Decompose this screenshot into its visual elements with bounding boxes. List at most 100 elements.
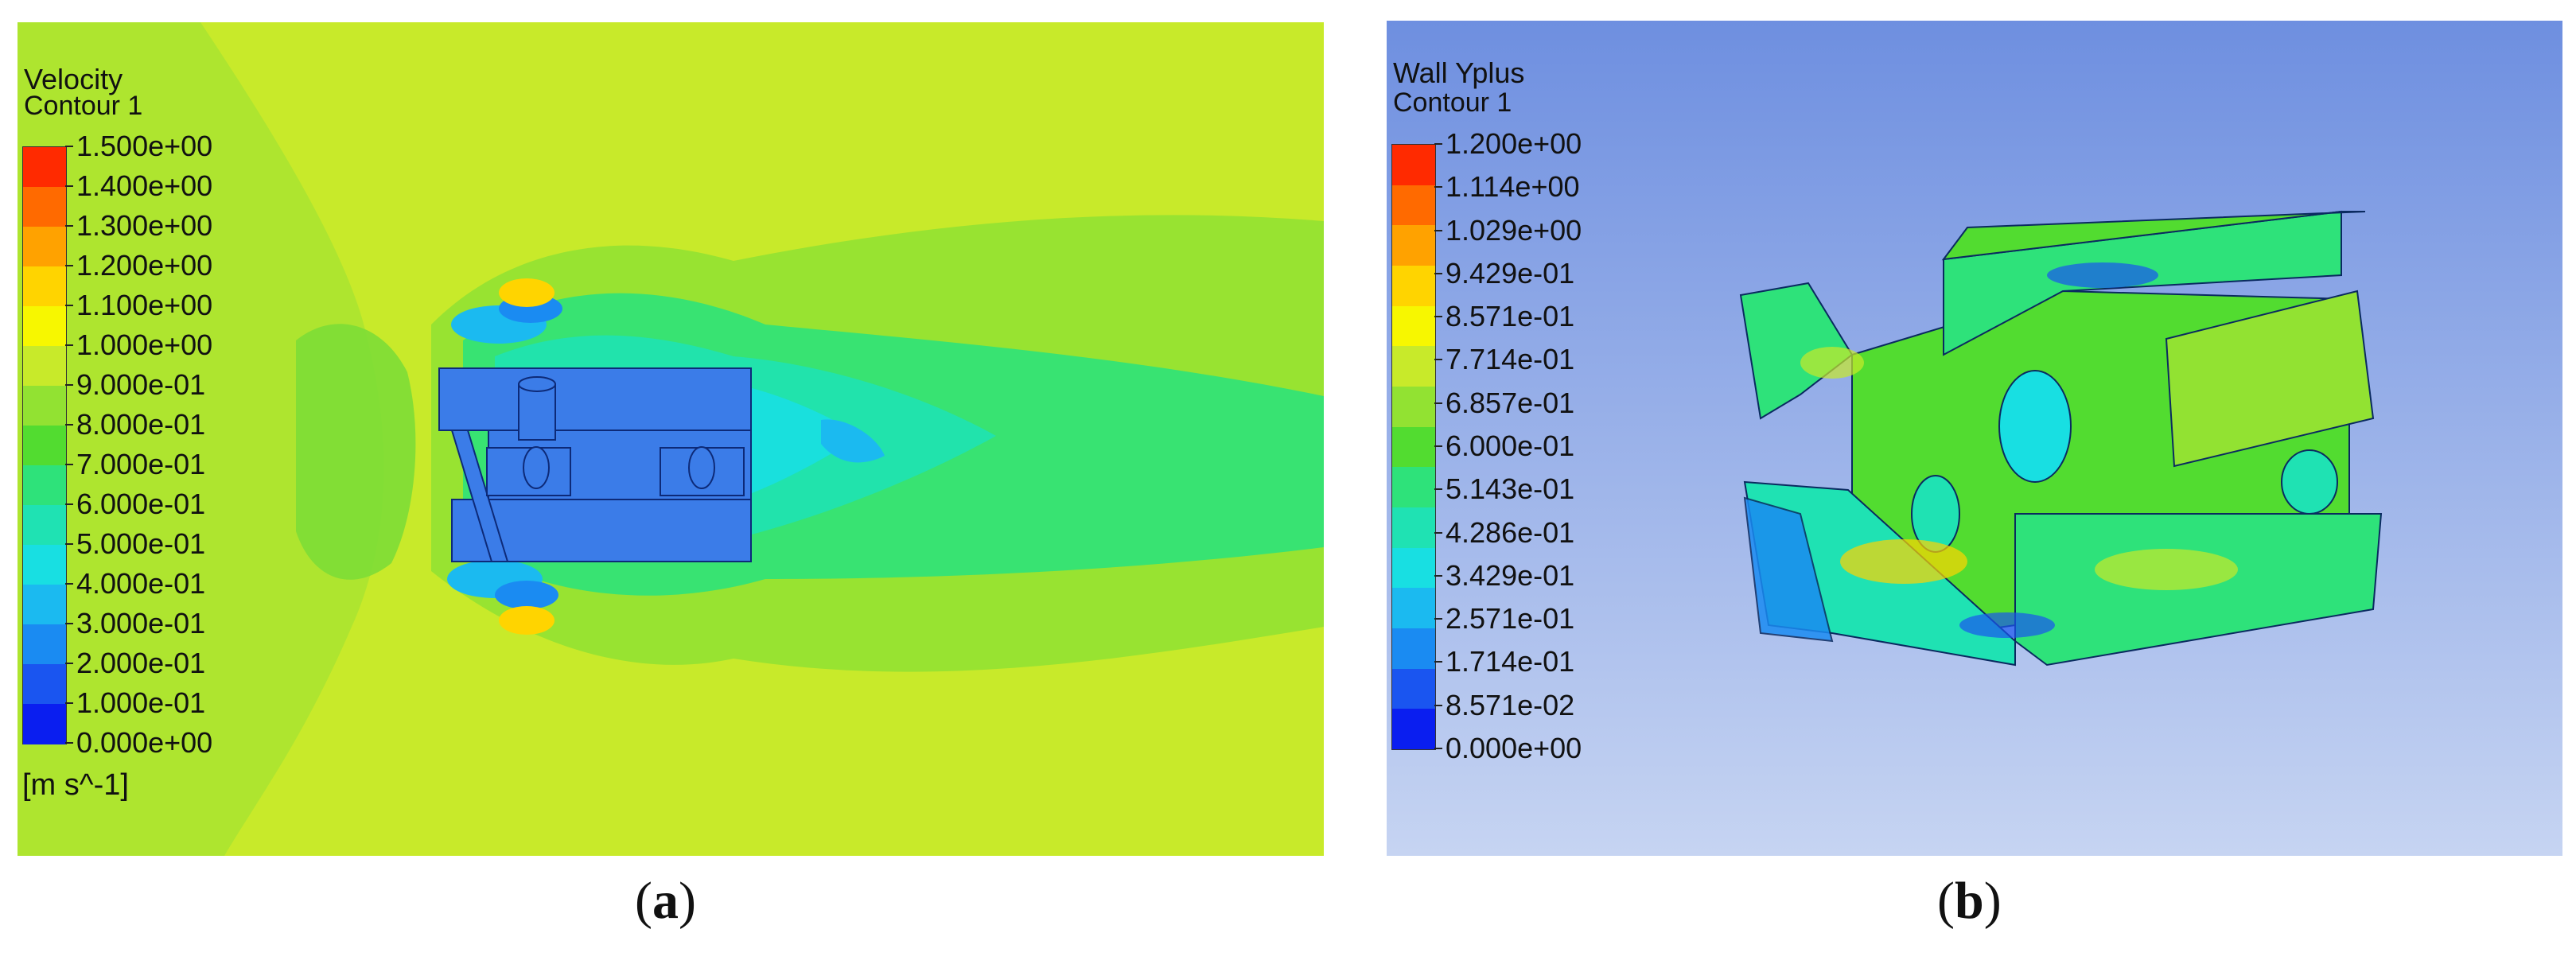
legend-colorbar bbox=[22, 146, 67, 744]
legend-units: [m s^-1] bbox=[22, 768, 129, 802]
colorbar-tick-label: 2.000e-01 bbox=[76, 647, 206, 679]
colorbar-tick-mark bbox=[1434, 748, 1442, 749]
colorbar-segment bbox=[1392, 588, 1435, 629]
legend-title: Wall Yplus bbox=[1393, 56, 1525, 89]
colorbar-tick-mark bbox=[1434, 531, 1442, 534]
colorbar-segment bbox=[23, 227, 66, 267]
colorbar-tick-label: 1.100e+00 bbox=[76, 289, 213, 321]
colorbar-tick-mark bbox=[65, 344, 73, 346]
colorbar-segment bbox=[23, 624, 66, 665]
colorbar-tick-mark bbox=[65, 742, 73, 744]
colorbar-segment bbox=[1392, 225, 1435, 266]
colorbar-segment bbox=[1392, 346, 1435, 387]
colorbar-segment bbox=[23, 386, 66, 426]
colorbar-tick-mark bbox=[65, 265, 73, 266]
colorbar-tick-mark bbox=[1434, 272, 1442, 274]
colorbar-tick-mark bbox=[1434, 316, 1442, 318]
colorbar-tick-label: 1.114e+00 bbox=[1446, 170, 1580, 204]
colorbar-tick-label: 6.000e-01 bbox=[1446, 430, 1575, 462]
colorbar-tick-label: 8.571e-01 bbox=[1446, 300, 1575, 333]
colorbar-tick-mark bbox=[65, 384, 73, 386]
colorbar-tick-mark bbox=[1434, 186, 1442, 189]
colorbar-tick-mark bbox=[1434, 229, 1442, 231]
colorbar-tick-label: 4.286e-01 bbox=[1446, 515, 1575, 549]
velocity-contour-plot bbox=[18, 22, 1324, 856]
colorbar-segment bbox=[23, 147, 66, 188]
colorbar-segment bbox=[23, 505, 66, 546]
colorbar-tick-label: 1.300e+00 bbox=[76, 209, 213, 242]
colorbar-tick-mark bbox=[1434, 488, 1442, 491]
colorbar-tick-label: 6.857e-01 bbox=[1446, 386, 1575, 419]
colorbar-tick-label: 0.000e+00 bbox=[1446, 732, 1582, 764]
wall-yplus-plot bbox=[1387, 21, 2562, 856]
colorbar-segment bbox=[1392, 467, 1435, 508]
caption-a: (a) bbox=[635, 872, 696, 930]
colorbar-segment bbox=[23, 664, 66, 705]
colorbar-segment bbox=[23, 266, 66, 307]
colorbar-tick-label: 1.714e-01 bbox=[1446, 645, 1575, 678]
colorbar-tick-mark bbox=[1434, 704, 1442, 706]
wall-yplus-panel: Wall Yplus Contour 1 1.200e+00 1.114e+00 1… bbox=[1387, 21, 2562, 856]
colorbar-tick-label: 3.000e-01 bbox=[76, 607, 206, 639]
colorbar-tick-mark bbox=[1434, 402, 1442, 404]
colorbar-segment bbox=[23, 704, 66, 744]
colorbar-segment bbox=[1392, 547, 1435, 589]
colorbar-tick-label: 2.571e-01 bbox=[1446, 602, 1575, 636]
colorbar-segment bbox=[23, 346, 66, 387]
colorbar-tick-mark bbox=[1434, 359, 1442, 361]
colorbar-segment bbox=[1392, 185, 1435, 226]
colorbar-segment bbox=[23, 187, 66, 227]
colorbar-segment bbox=[23, 426, 66, 466]
colorbar-tick-mark bbox=[65, 464, 73, 465]
colorbar-tick-mark bbox=[1434, 618, 1442, 620]
colorbar-segment bbox=[23, 585, 66, 625]
colorbar-tick-label: 7.000e-01 bbox=[76, 448, 206, 480]
colorbar-tick-mark bbox=[65, 185, 73, 187]
colorbar-segment bbox=[23, 545, 66, 585]
legend-title: Velocity bbox=[24, 63, 123, 95]
legend-colorbar bbox=[1391, 144, 1436, 750]
colorbar-tick-label: 3.429e-01 bbox=[1446, 558, 1575, 592]
colorbar-segment bbox=[1392, 709, 1435, 750]
colorbar-segment bbox=[1392, 426, 1435, 468]
colorbar-tick-label: 1.000e-01 bbox=[76, 686, 206, 719]
colorbar-segment bbox=[1392, 387, 1435, 428]
colorbar-tick-mark bbox=[65, 623, 73, 624]
colorbar-segment bbox=[23, 306, 66, 347]
colorbar-tick-label: 9.000e-01 bbox=[76, 368, 206, 401]
colorbar-segment bbox=[23, 465, 66, 506]
colorbar-tick-label: 5.000e-01 bbox=[76, 527, 206, 560]
caption-b: (b) bbox=[1937, 872, 2002, 930]
colorbar-tick-label: 1.200e+00 bbox=[76, 249, 213, 282]
legend-subtitle: Contour 1 bbox=[24, 91, 143, 121]
colorbar-segment bbox=[1392, 266, 1435, 307]
colorbar-tick-mark bbox=[65, 702, 73, 704]
legend-subtitle: Contour 1 bbox=[1393, 87, 1512, 118]
colorbar-tick-mark bbox=[65, 503, 73, 505]
colorbar-tick-label: 4.000e-01 bbox=[76, 567, 206, 600]
colorbar-tick-label: 8.571e-02 bbox=[1446, 688, 1575, 721]
colorbar-tick-label: 1.400e+00 bbox=[76, 169, 213, 202]
colorbar-tick-mark bbox=[65, 424, 73, 426]
colorbar-tick-label: 8.000e-01 bbox=[76, 408, 206, 441]
colorbar-tick-label: 0.000e+00 bbox=[76, 726, 213, 759]
colorbar-tick-label: 1.200e+00 bbox=[1446, 127, 1582, 160]
colorbar-tick-label: 7.714e-01 bbox=[1446, 343, 1575, 376]
colorbar-tick-label: 1.500e+00 bbox=[76, 130, 213, 162]
velocity-contour-panel: Velocity Contour 1 1.500e+00 1.400e+00 1.3… bbox=[18, 22, 1324, 856]
colorbar-segment bbox=[1392, 628, 1435, 670]
colorbar-segment bbox=[1392, 145, 1435, 186]
colorbar-tick-label: 9.429e-01 bbox=[1446, 256, 1575, 290]
colorbar-tick-mark bbox=[65, 305, 73, 306]
colorbar-tick-mark bbox=[65, 543, 73, 545]
colorbar-segment bbox=[1392, 305, 1435, 347]
colorbar-tick-label: 6.000e-01 bbox=[76, 488, 206, 520]
colorbar-segment bbox=[1392, 668, 1435, 709]
colorbar-tick-label: 1.000e+00 bbox=[76, 328, 213, 361]
colorbar-tick-label: 1.029e+00 bbox=[1446, 213, 1582, 247]
colorbar-tick-mark bbox=[65, 146, 73, 147]
colorbar-tick-mark bbox=[65, 583, 73, 585]
colorbar-tick-mark bbox=[1434, 143, 1442, 145]
colorbar-tick-mark bbox=[1434, 574, 1442, 577]
colorbar-tick-mark bbox=[1434, 445, 1442, 447]
